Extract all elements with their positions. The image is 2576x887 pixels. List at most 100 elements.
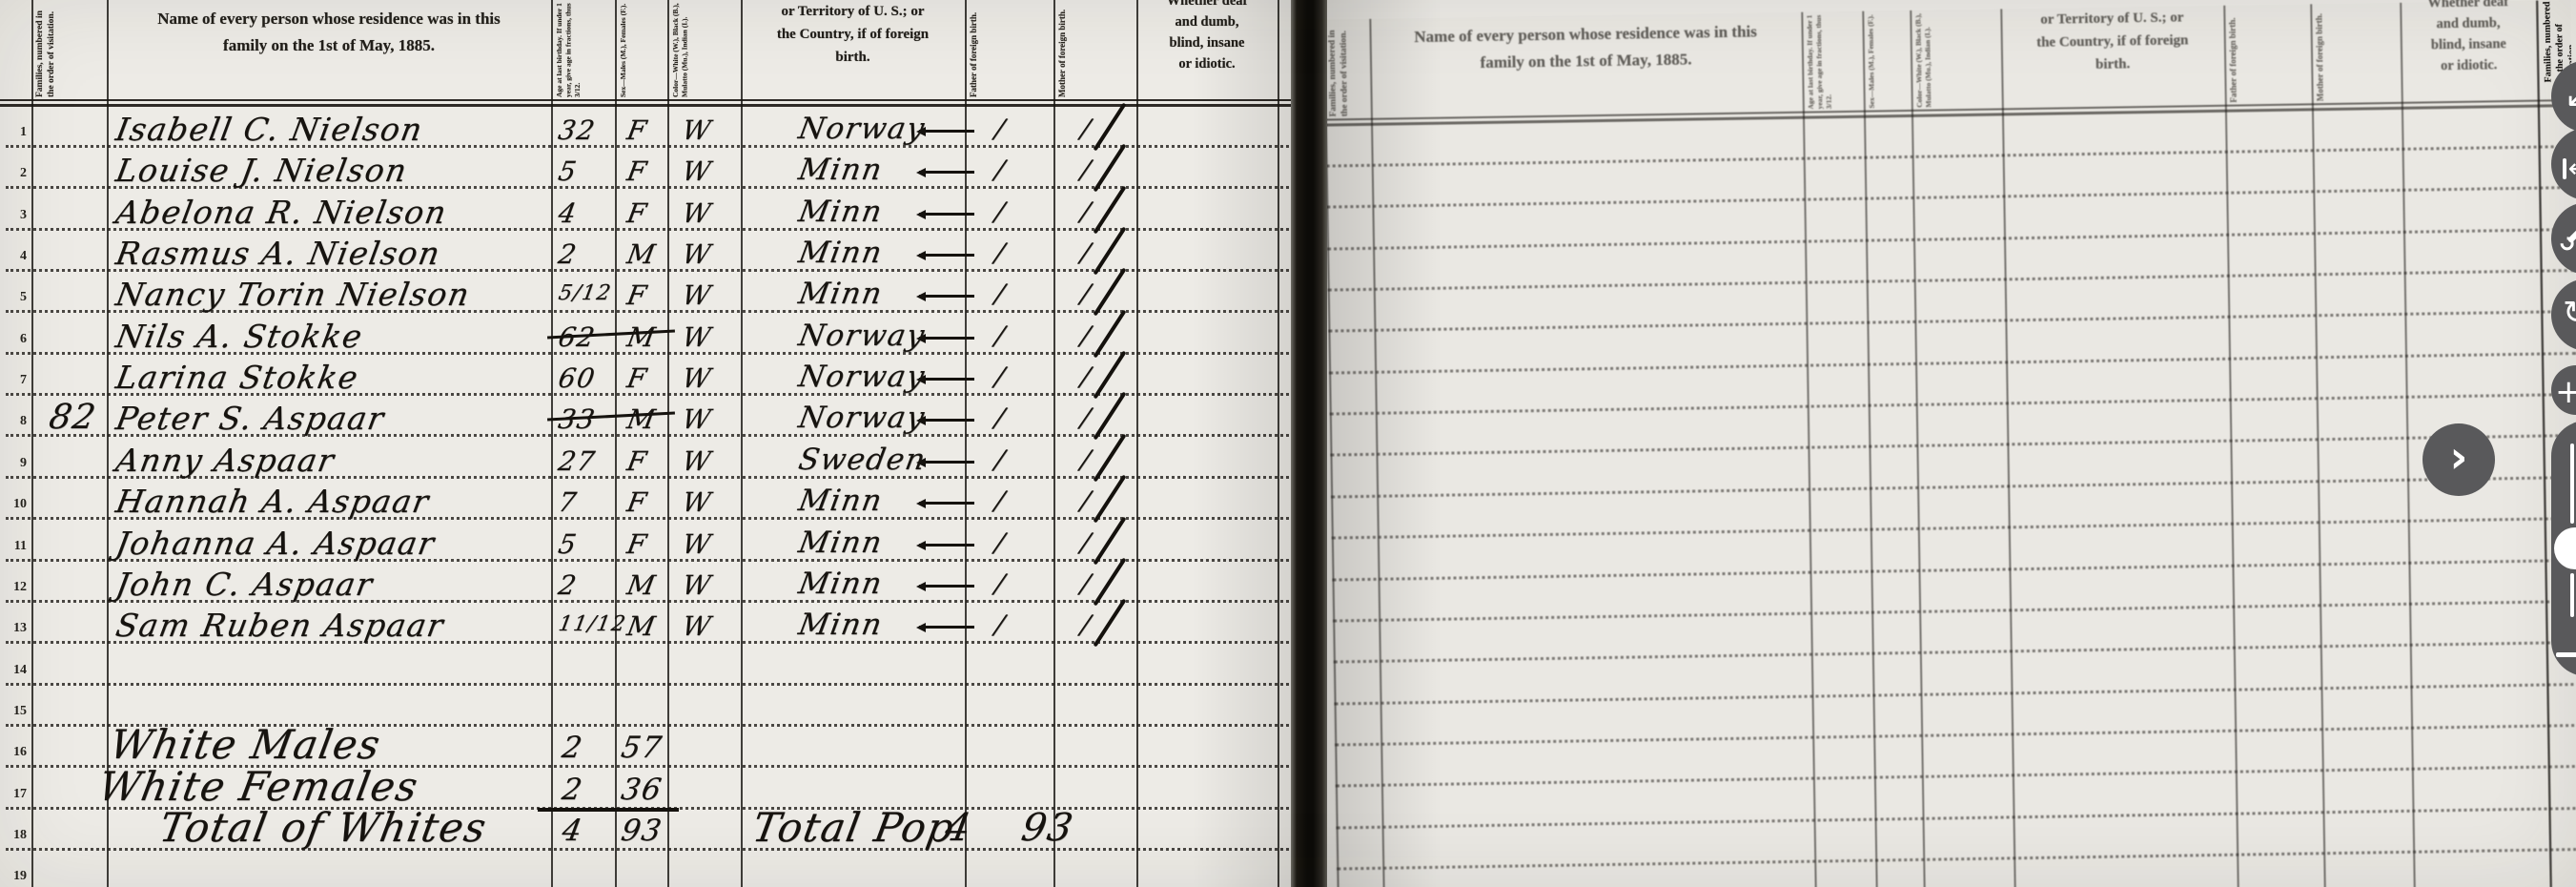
color-column-header: Color—White (W.), Black (B.), Mulatto (M…	[671, 3, 689, 97]
column-rule	[1136, 0, 1138, 887]
row-rule	[6, 390, 1289, 397]
ditto-arrow-mark	[916, 251, 974, 261]
mother-foreign-mark: /	[1078, 155, 1094, 186]
age-value: 60	[556, 362, 599, 395]
column-rule	[741, 0, 743, 887]
birthplace-value: Minn	[795, 194, 886, 229]
ditto-arrow-mark	[916, 333, 974, 343]
row-number: 19	[13, 869, 27, 884]
color-value: W	[680, 362, 715, 395]
row-number: 15	[13, 703, 27, 718]
ditto-arrow-mark	[916, 457, 974, 467]
mother-foreign-mark: /	[1078, 196, 1094, 227]
wrench-icon	[2553, 217, 2576, 258]
disability-column-header: or idiotic.	[2440, 57, 2498, 74]
row-number: 11	[13, 538, 27, 553]
ditto-arrow-mark	[916, 540, 974, 550]
color-value: W	[680, 610, 715, 643]
color-value: W	[680, 196, 715, 229]
row-rule	[1326, 183, 2574, 209]
name-value: John C. Aspaar	[112, 565, 377, 603]
ditto-arrow-mark	[916, 581, 974, 591]
ditto-arrow-mark	[916, 127, 974, 136]
gutter-shadow-right	[1327, 0, 1441, 887]
census-left-page: Families, numbered in the order of visit…	[0, 0, 1291, 887]
row-rule	[1335, 762, 2576, 788]
arrow-to-bar-left-icon: ←	[2563, 153, 2576, 184]
name-column-header: Name of every person whose residence was…	[157, 10, 501, 28]
row-number: 17	[13, 786, 27, 801]
birthplace-value: Norway	[795, 112, 929, 146]
father-foreign-mark: /	[992, 568, 1009, 599]
birthplace-value: Minn	[795, 277, 886, 312]
zoom-slider-handle[interactable]	[2554, 527, 2576, 569]
row-number: 8	[20, 414, 27, 429]
row-rule	[1337, 844, 2576, 871]
mother-foreign-mark: /	[1078, 403, 1094, 434]
row-rule	[6, 183, 1289, 190]
color-value: W	[680, 486, 715, 519]
ditto-arrow-mark	[916, 499, 974, 509]
row-number: 6	[20, 331, 27, 346]
rotate-icon: ↻	[2563, 294, 2576, 332]
zoom-slider[interactable]	[2551, 421, 2576, 676]
header-rule	[0, 99, 1291, 101]
color-value: W	[680, 114, 715, 146]
row-rule	[1329, 390, 2576, 416]
age-value: 11/12	[556, 612, 629, 637]
header-rule	[0, 103, 1291, 107]
row-number: 7	[20, 373, 27, 388]
column-rule	[667, 0, 669, 887]
column-rule	[2400, 2, 2416, 887]
age-value: 32	[556, 114, 599, 146]
row-rule	[1327, 224, 2574, 251]
sex-value: M	[624, 320, 660, 353]
row-rule	[1333, 596, 2576, 623]
mother-foreign-mark: /	[1078, 238, 1094, 269]
birthplace-column-header: birth.	[2095, 56, 2131, 72]
father-foreign-mark: /	[992, 486, 1009, 517]
row-rule	[6, 266, 1289, 273]
color-column-header: Color—White (W.), Black (B.), Mulatto (M…	[1913, 13, 1933, 108]
column-rule	[1053, 0, 1055, 887]
birthplace-value: Minn	[795, 566, 886, 601]
book-binding	[1291, 0, 1327, 887]
father-foreign-mark: /	[992, 320, 1009, 351]
name-value: Rasmus A. Nielson	[112, 235, 444, 273]
row-number: 14	[13, 662, 27, 677]
zoom-slider-track	[2570, 444, 2574, 524]
zoom-in-button[interactable]: +	[2551, 365, 2576, 415]
row-rule	[1335, 720, 2576, 747]
ditto-arrow-mark	[916, 623, 974, 633]
ditto-arrow-mark	[916, 292, 974, 302]
total-pop-label: Total Pop	[748, 803, 959, 851]
name-value: Hannah A. Aspaar	[112, 483, 433, 521]
father-foreign-mark: /	[992, 114, 1009, 144]
mother-foreign-mark: /	[1078, 362, 1094, 393]
row-rule	[6, 597, 1289, 603]
summary-label: White Females	[94, 762, 422, 810]
sex-column-header: Sex—Males (M.), Females (F.).	[619, 3, 627, 97]
row-number: 2	[20, 166, 27, 181]
row-rule	[1332, 555, 2576, 582]
sum-underline	[538, 807, 679, 812]
name-value: Johanna A. Aspaar	[112, 524, 439, 562]
row-rule	[1329, 348, 2576, 375]
row-rule	[6, 680, 1289, 686]
row-rule	[1333, 638, 2576, 664]
ditto-arrow-mark	[916, 209, 974, 219]
disability-column-header: Whether deaf	[1136, 0, 1278, 10]
next-image-button[interactable]: ›	[2423, 423, 2495, 496]
column-rule	[551, 0, 553, 887]
family-number-value: 82	[46, 398, 100, 438]
row-rule	[1330, 431, 2576, 457]
minus-icon[interactable]	[2556, 652, 2576, 657]
disability-column-header: and dumb,	[2436, 15, 2501, 32]
row-rule	[1331, 472, 2576, 499]
family-number-column-header: Families, numbered in the order of visit…	[35, 10, 56, 97]
father-foreign-mark: /	[992, 527, 1009, 558]
name-value: Nils A. Stokke	[112, 317, 366, 355]
row-rule	[6, 556, 1289, 562]
mother-foreign-column-header: Mother of foreign birth.	[2314, 12, 2325, 102]
